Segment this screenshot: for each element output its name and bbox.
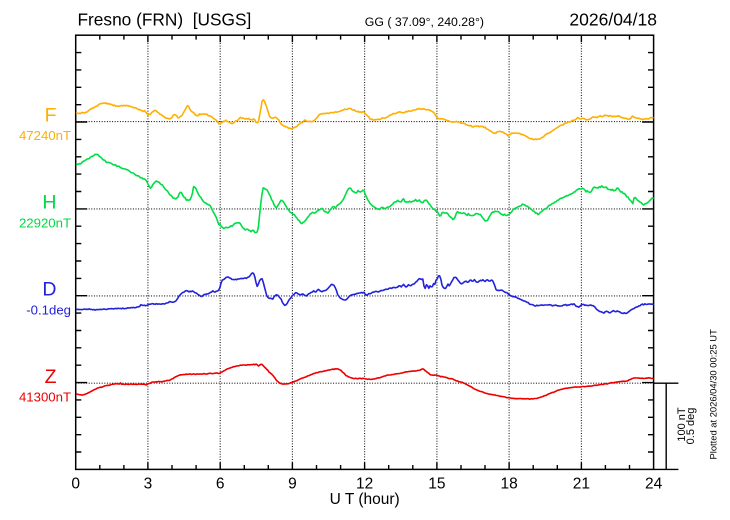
svg-text:41300nT: 41300nT bbox=[19, 390, 71, 405]
svg-text:Fresno (FRN) [USGS]: Fresno (FRN) [USGS] bbox=[78, 9, 252, 29]
svg-text:2026/04/18: 2026/04/18 bbox=[569, 10, 657, 30]
svg-text:21: 21 bbox=[573, 476, 590, 493]
svg-text:47240nT: 47240nT bbox=[19, 128, 71, 143]
svg-text:15: 15 bbox=[428, 476, 445, 493]
svg-text:U T (hour): U T (hour) bbox=[330, 491, 400, 508]
svg-text:100 nT: 100 nT bbox=[676, 407, 688, 442]
svg-text:Z: Z bbox=[45, 366, 57, 388]
svg-text:H: H bbox=[42, 192, 56, 214]
svg-text:9: 9 bbox=[288, 476, 297, 493]
svg-text:0: 0 bbox=[71, 476, 80, 493]
svg-text:0.5 deg: 0.5 deg bbox=[685, 408, 697, 445]
svg-text:GG ( 37.09°, 240.28°): GG ( 37.09°, 240.28°) bbox=[365, 15, 484, 29]
svg-text:6: 6 bbox=[216, 476, 225, 493]
svg-text:18: 18 bbox=[500, 476, 517, 493]
svg-text:22920nT: 22920nT bbox=[19, 215, 71, 230]
svg-text:D: D bbox=[42, 279, 56, 301]
svg-text:F: F bbox=[45, 104, 57, 126]
svg-text:3: 3 bbox=[144, 476, 153, 493]
svg-text:-0.1deg: -0.1deg bbox=[26, 302, 71, 317]
svg-text:Plotted at 2026/04/30 00:25 UT: Plotted at 2026/04/30 00:25 UT bbox=[707, 329, 718, 460]
svg-text:24: 24 bbox=[645, 476, 663, 493]
svg-text:12: 12 bbox=[356, 476, 373, 493]
